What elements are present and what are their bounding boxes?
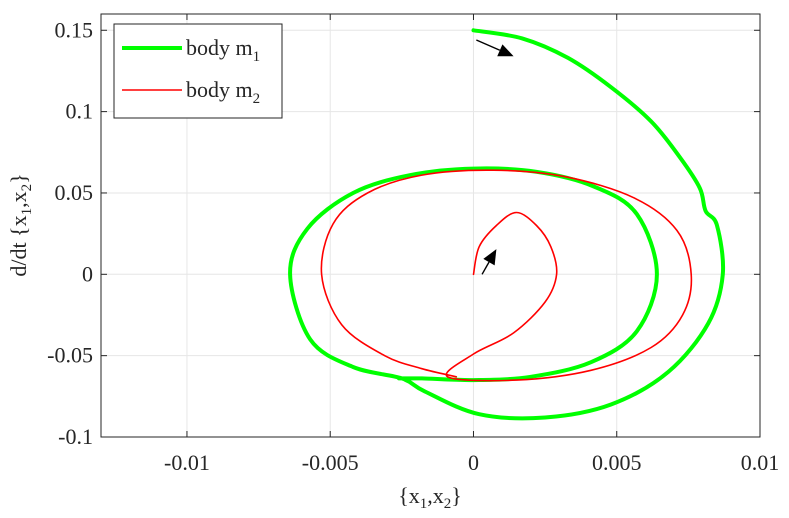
x-axis-label: {x1,x2} — [398, 483, 462, 512]
x-axis-ticks: -0.01 -0.005 0 0.005 0.01 — [164, 14, 779, 475]
x-tick-label: 0 — [468, 450, 479, 475]
y-axis-ticks: -0.1 -0.05 0 0.05 0.1 0.15 — [47, 17, 760, 449]
x-tick-label: 0.005 — [592, 450, 642, 475]
legend-label-text: body m — [186, 77, 253, 102]
legend-label-subscript: 1 — [253, 49, 261, 65]
x-tick-label: 0.01 — [741, 450, 780, 475]
series-line-m2 — [320, 169, 693, 382]
grid-lines — [101, 14, 761, 438]
series-line-m1 — [288, 28, 726, 421]
legend-box — [113, 23, 283, 119]
y-tick-label: 0 — [82, 261, 93, 286]
data-series — [288, 28, 726, 421]
legend-label-subscript: 2 — [253, 91, 261, 107]
legend-label-m1: body m1 — [186, 35, 260, 65]
y-tick-label: -0.1 — [58, 424, 93, 449]
direction-arrows — [476, 39, 514, 275]
arrow-shaft-1 — [476, 39, 501, 51]
arrow-shaft-2 — [481, 261, 490, 275]
x-tick-label: -0.01 — [164, 450, 210, 475]
arrow-head-2 — [483, 249, 497, 266]
plot-frame — [100, 13, 761, 438]
arrow-head-1 — [497, 44, 514, 57]
y-tick-label: 0.15 — [55, 17, 94, 42]
y-tick-label: 0.05 — [55, 180, 94, 205]
legend-label-text: body m — [186, 35, 253, 60]
y-tick-label: -0.05 — [47, 343, 93, 368]
x-tick-label: -0.005 — [302, 450, 359, 475]
legend-label-m2: body m2 — [186, 77, 260, 107]
y-axis-label: d/dt {x1,x2} — [6, 173, 35, 276]
y-tick-label: 0.1 — [66, 99, 94, 124]
